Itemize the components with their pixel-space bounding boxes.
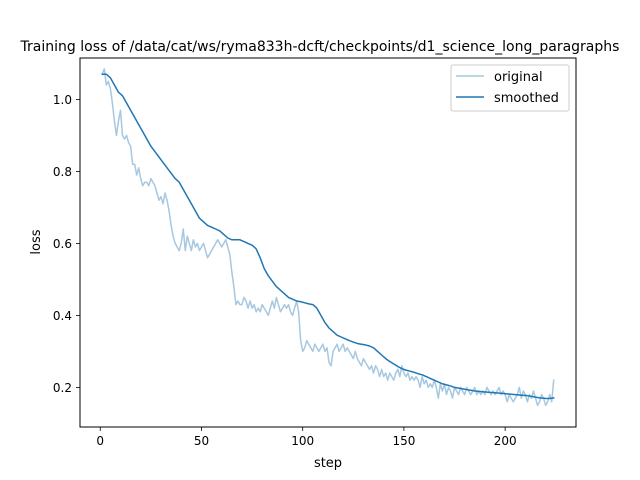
x-tick-label: 0 (96, 434, 104, 448)
x-tick-label: 200 (494, 434, 517, 448)
y-tick-label: 0.4 (53, 309, 72, 323)
legend-label-original: original (494, 70, 543, 85)
y-tick-label: 1.0 (53, 93, 72, 107)
chart-title: Training loss of /data/cat/ws/ryma833h-d… (20, 39, 620, 55)
y-axis-label: loss (29, 229, 44, 254)
legend: original smoothed (450, 64, 570, 112)
axes-frame (79, 57, 577, 428)
y-tick-label: 0.8 (53, 165, 72, 179)
x-tick-label: 50 (194, 434, 209, 448)
series-layer (101, 68, 555, 407)
x-axis-ticks: 0 50 100 150 200 (96, 427, 517, 448)
series-line-smoothed (101, 73, 555, 400)
x-tick-label: 100 (291, 434, 314, 448)
legend-label-smoothed: smoothed (494, 91, 559, 106)
y-axis-ticks: 0.2 0.4 0.6 0.8 1.0 (53, 93, 80, 395)
plot-area: 0 50 100 150 200 0.2 0.4 0.6 0.8 1.0 (53, 57, 577, 448)
x-axis-label: step (314, 456, 342, 471)
y-tick-label: 0.2 (53, 381, 72, 395)
y-tick-label: 0.6 (53, 237, 72, 251)
x-tick-label: 150 (392, 434, 415, 448)
